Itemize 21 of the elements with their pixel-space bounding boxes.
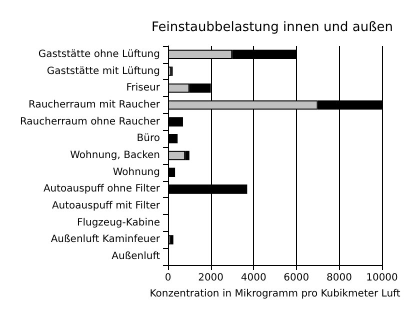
y-tick-label: Raucherraum mit Raucher bbox=[28, 99, 161, 110]
y-tick-label: Gaststätte ohne Lüftung bbox=[38, 48, 160, 60]
y-tick-label: Wohnung bbox=[112, 166, 160, 178]
x-tick-label: 0 bbox=[164, 272, 172, 284]
y-tick-label: Außenluft Kaminfeuer bbox=[50, 234, 161, 246]
x-tick-label: 8000 bbox=[326, 272, 352, 284]
x-tick-label: 4000 bbox=[240, 272, 266, 284]
y-tick-label: Autoauspuff ohne Filter bbox=[43, 184, 161, 195]
y-tick-label: Raucherraum ohne Raucher bbox=[20, 116, 161, 128]
y-tick-label: Flugzeug-Kabine bbox=[76, 217, 160, 228]
x-axis-title: Konzentration in Mikrogramm pro Kubikmeter Luft bbox=[150, 288, 400, 300]
x-tick-label: 10000 bbox=[366, 272, 398, 284]
x-tick-label: 6000 bbox=[284, 272, 310, 284]
chart-title: Feinstaubbelastung innen und außen bbox=[152, 20, 394, 35]
x-tick-label: 2000 bbox=[198, 272, 224, 284]
y-tick-label: Gaststätte mit Lüftung bbox=[46, 66, 160, 77]
y-tick-label: Friseur bbox=[126, 82, 161, 94]
y-tick-label: Autoauspuff mit Filter bbox=[52, 200, 161, 212]
y-tick-label: Außenluft bbox=[112, 251, 160, 262]
y-tick-label: Wohnung, Backen bbox=[70, 150, 160, 161]
y-tick-label: Büro bbox=[136, 133, 160, 144]
